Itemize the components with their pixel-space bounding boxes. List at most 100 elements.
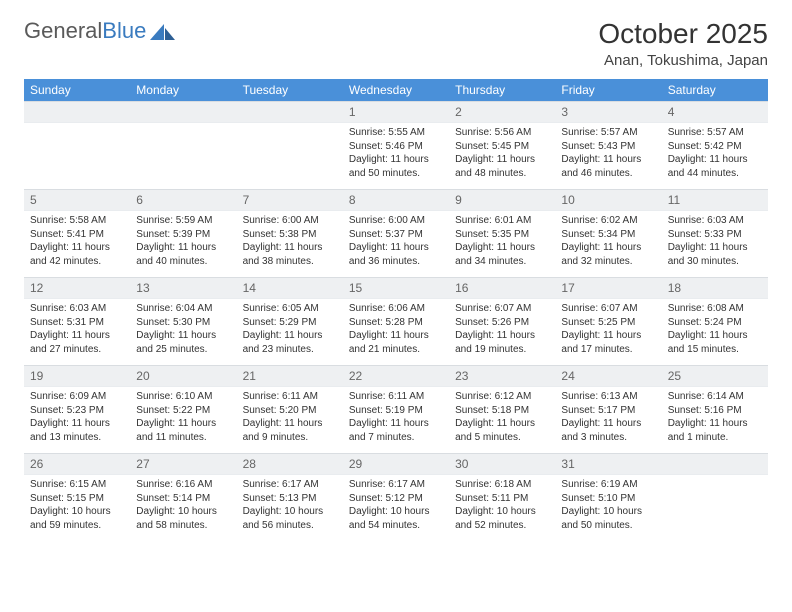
daylight-text: Daylight: 11 hours and 34 minutes. (455, 241, 549, 268)
day-content: Sunrise: 6:19 AMSunset: 5:10 PMDaylight:… (555, 475, 661, 535)
sunrise-text: Sunrise: 6:12 AM (455, 390, 549, 404)
daylight-text: Daylight: 11 hours and 1 minute. (668, 417, 762, 444)
sunset-text: Sunset: 5:43 PM (561, 140, 655, 154)
sunset-text: Sunset: 5:24 PM (668, 316, 762, 330)
calendar-day-cell: 9Sunrise: 6:01 AMSunset: 5:35 PMDaylight… (449, 189, 555, 277)
sunset-text: Sunset: 5:38 PM (243, 228, 337, 242)
sunrise-text: Sunrise: 6:15 AM (30, 478, 124, 492)
day-number: 30 (449, 453, 555, 475)
logo-sail-icon (150, 22, 176, 40)
sunrise-text: Sunrise: 6:11 AM (243, 390, 337, 404)
calendar-day-cell: 5Sunrise: 5:58 AMSunset: 5:41 PMDaylight… (24, 189, 130, 277)
calendar-week-row: 26Sunrise: 6:15 AMSunset: 5:15 PMDayligh… (24, 453, 768, 541)
daylight-text: Daylight: 10 hours and 56 minutes. (243, 505, 337, 532)
sunrise-text: Sunrise: 6:04 AM (136, 302, 230, 316)
day-number: 9 (449, 189, 555, 211)
sunset-text: Sunset: 5:45 PM (455, 140, 549, 154)
day-number: 20 (130, 365, 236, 387)
sunrise-text: Sunrise: 6:17 AM (349, 478, 443, 492)
calendar-day-cell: 26Sunrise: 6:15 AMSunset: 5:15 PMDayligh… (24, 453, 130, 541)
daylight-text: Daylight: 11 hours and 36 minutes. (349, 241, 443, 268)
daylight-text: Daylight: 11 hours and 27 minutes. (30, 329, 124, 356)
sunrise-text: Sunrise: 6:07 AM (561, 302, 655, 316)
calendar-day-cell: 24Sunrise: 6:13 AMSunset: 5:17 PMDayligh… (555, 365, 661, 453)
sunset-text: Sunset: 5:17 PM (561, 404, 655, 418)
sunrise-text: Sunrise: 6:18 AM (455, 478, 549, 492)
daylight-text: Daylight: 11 hours and 5 minutes. (455, 417, 549, 444)
sunset-text: Sunset: 5:42 PM (668, 140, 762, 154)
daylight-text: Daylight: 10 hours and 50 minutes. (561, 505, 655, 532)
day-content: Sunrise: 6:03 AMSunset: 5:31 PMDaylight:… (24, 299, 130, 359)
sunset-text: Sunset: 5:26 PM (455, 316, 549, 330)
day-number: 12 (24, 277, 130, 299)
calendar-day-cell: 25Sunrise: 6:14 AMSunset: 5:16 PMDayligh… (662, 365, 768, 453)
day-content: Sunrise: 6:07 AMSunset: 5:26 PMDaylight:… (449, 299, 555, 359)
day-content: Sunrise: 6:17 AMSunset: 5:13 PMDaylight:… (237, 475, 343, 535)
sunset-text: Sunset: 5:31 PM (30, 316, 124, 330)
daylight-text: Daylight: 10 hours and 58 minutes. (136, 505, 230, 532)
day-number (662, 453, 768, 475)
day-content: Sunrise: 6:13 AMSunset: 5:17 PMDaylight:… (555, 387, 661, 447)
day-content: Sunrise: 6:17 AMSunset: 5:12 PMDaylight:… (343, 475, 449, 535)
sunset-text: Sunset: 5:23 PM (30, 404, 124, 418)
day-content: Sunrise: 6:10 AMSunset: 5:22 PMDaylight:… (130, 387, 236, 447)
sunset-text: Sunset: 5:19 PM (349, 404, 443, 418)
day-number: 1 (343, 101, 449, 123)
sunset-text: Sunset: 5:41 PM (30, 228, 124, 242)
day-content: Sunrise: 6:09 AMSunset: 5:23 PMDaylight:… (24, 387, 130, 447)
day-number: 19 (24, 365, 130, 387)
calendar-day-cell: 14Sunrise: 6:05 AMSunset: 5:29 PMDayligh… (237, 277, 343, 365)
sunrise-text: Sunrise: 6:07 AM (455, 302, 549, 316)
day-content: Sunrise: 6:12 AMSunset: 5:18 PMDaylight:… (449, 387, 555, 447)
sunrise-text: Sunrise: 5:56 AM (455, 126, 549, 140)
day-content: Sunrise: 5:56 AMSunset: 5:45 PMDaylight:… (449, 123, 555, 183)
sunrise-text: Sunrise: 5:57 AM (668, 126, 762, 140)
sunset-text: Sunset: 5:13 PM (243, 492, 337, 506)
day-number: 23 (449, 365, 555, 387)
sunrise-text: Sunrise: 6:14 AM (668, 390, 762, 404)
title-block: October 2025 Anan, Tokushima, Japan (598, 18, 768, 69)
sunrise-text: Sunrise: 6:17 AM (243, 478, 337, 492)
daylight-text: Daylight: 10 hours and 59 minutes. (30, 505, 124, 532)
calendar-week-row: 5Sunrise: 5:58 AMSunset: 5:41 PMDaylight… (24, 189, 768, 277)
calendar-day-cell: 4Sunrise: 5:57 AMSunset: 5:42 PMDaylight… (662, 101, 768, 189)
daylight-text: Daylight: 11 hours and 17 minutes. (561, 329, 655, 356)
sunrise-text: Sunrise: 6:08 AM (668, 302, 762, 316)
sunset-text: Sunset: 5:30 PM (136, 316, 230, 330)
calendar-day-cell: 11Sunrise: 6:03 AMSunset: 5:33 PMDayligh… (662, 189, 768, 277)
day-content: Sunrise: 5:59 AMSunset: 5:39 PMDaylight:… (130, 211, 236, 271)
calendar-day-cell: 6Sunrise: 5:59 AMSunset: 5:39 PMDaylight… (130, 189, 236, 277)
calendar-day-cell: 13Sunrise: 6:04 AMSunset: 5:30 PMDayligh… (130, 277, 236, 365)
sunset-text: Sunset: 5:39 PM (136, 228, 230, 242)
day-number: 6 (130, 189, 236, 211)
day-content: Sunrise: 6:01 AMSunset: 5:35 PMDaylight:… (449, 211, 555, 271)
day-number: 15 (343, 277, 449, 299)
sunset-text: Sunset: 5:10 PM (561, 492, 655, 506)
sunrise-text: Sunrise: 6:16 AM (136, 478, 230, 492)
daylight-text: Daylight: 11 hours and 44 minutes. (668, 153, 762, 180)
daylight-text: Daylight: 11 hours and 25 minutes. (136, 329, 230, 356)
day-number: 11 (662, 189, 768, 211)
daylight-text: Daylight: 11 hours and 30 minutes. (668, 241, 762, 268)
sunrise-text: Sunrise: 6:11 AM (349, 390, 443, 404)
calendar-day-cell: 20Sunrise: 6:10 AMSunset: 5:22 PMDayligh… (130, 365, 236, 453)
day-content: Sunrise: 6:04 AMSunset: 5:30 PMDaylight:… (130, 299, 236, 359)
weekday-header: Sunday (24, 79, 130, 101)
day-number: 24 (555, 365, 661, 387)
month-title: October 2025 (598, 18, 768, 50)
sunset-text: Sunset: 5:29 PM (243, 316, 337, 330)
calendar-day-cell: 1Sunrise: 5:55 AMSunset: 5:46 PMDaylight… (343, 101, 449, 189)
daylight-text: Daylight: 11 hours and 42 minutes. (30, 241, 124, 268)
weekday-header: Wednesday (343, 79, 449, 101)
day-content: Sunrise: 6:14 AMSunset: 5:16 PMDaylight:… (662, 387, 768, 447)
daylight-text: Daylight: 11 hours and 15 minutes. (668, 329, 762, 356)
day-content: Sunrise: 6:18 AMSunset: 5:11 PMDaylight:… (449, 475, 555, 535)
weekday-header: Tuesday (237, 79, 343, 101)
calendar-day-cell: 12Sunrise: 6:03 AMSunset: 5:31 PMDayligh… (24, 277, 130, 365)
daylight-text: Daylight: 11 hours and 38 minutes. (243, 241, 337, 268)
sunset-text: Sunset: 5:35 PM (455, 228, 549, 242)
sunset-text: Sunset: 5:12 PM (349, 492, 443, 506)
sunset-text: Sunset: 5:18 PM (455, 404, 549, 418)
daylight-text: Daylight: 11 hours and 3 minutes. (561, 417, 655, 444)
daylight-text: Daylight: 11 hours and 13 minutes. (30, 417, 124, 444)
